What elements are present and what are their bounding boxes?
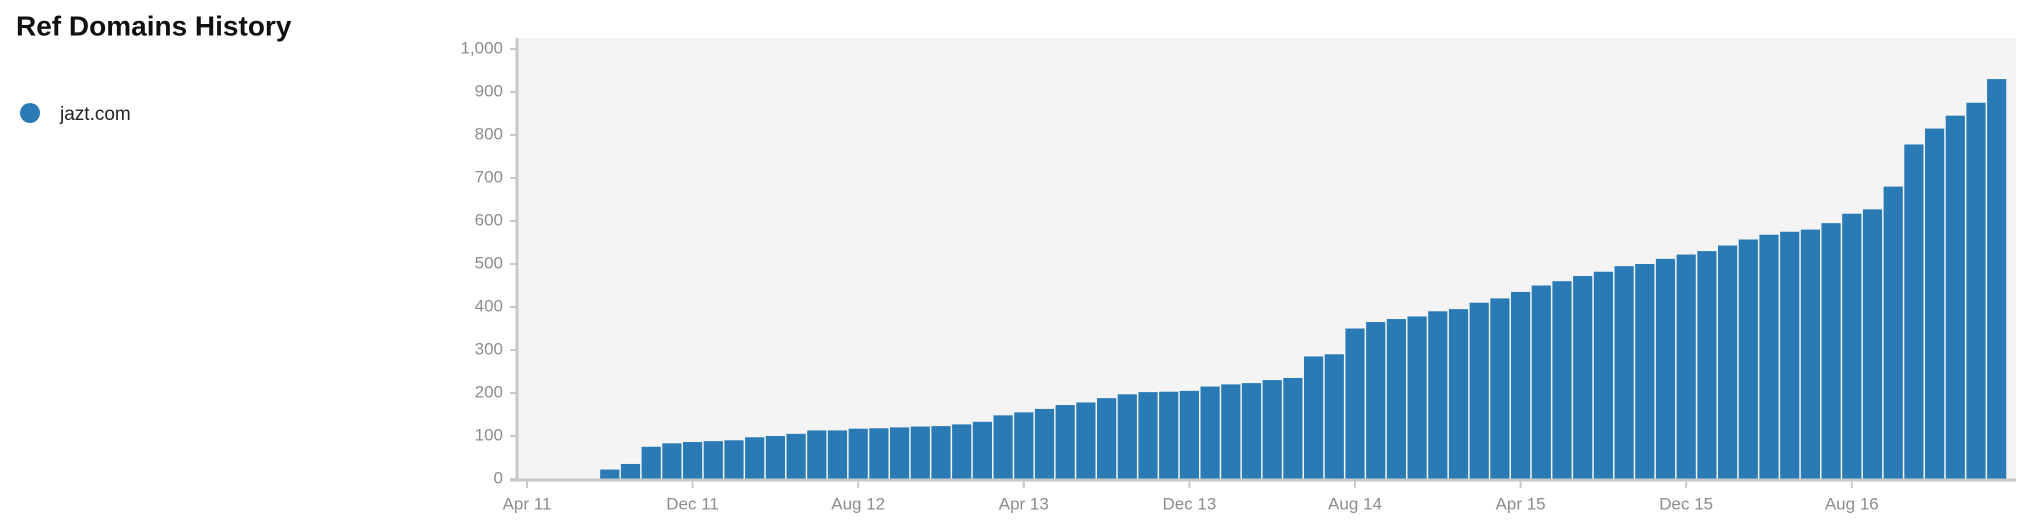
bar [1655, 258, 1676, 479]
y-tick-label: 100 [475, 425, 503, 444]
legend-label: jazt.com [59, 104, 131, 125]
bar [683, 442, 703, 479]
bar [1883, 186, 1903, 479]
bar [641, 446, 661, 479]
y-tick-label: 300 [475, 339, 503, 358]
bar [1987, 79, 2007, 479]
chart-title: Ref Domains History [16, 10, 292, 41]
bar [620, 463, 641, 479]
bar [931, 426, 951, 479]
bar [1552, 281, 1572, 479]
bar [1055, 405, 1075, 479]
y-tick-label: 1,000 [460, 38, 503, 57]
bar [1759, 234, 1779, 479]
bar [890, 427, 910, 479]
bar [1904, 144, 1924, 479]
bar [786, 433, 806, 479]
y-tick-label: 600 [475, 210, 503, 229]
bar [1304, 356, 1324, 479]
bar [1780, 231, 1800, 479]
bar [1697, 251, 1717, 479]
bar [745, 437, 765, 479]
y-tick-label: 400 [475, 296, 503, 315]
bar [952, 424, 972, 479]
bar [1862, 209, 1883, 479]
bar [1490, 298, 1510, 479]
x-tick-label: Apr 11 [503, 494, 552, 513]
bar [1800, 229, 1820, 479]
bar [972, 421, 992, 479]
bar [1821, 223, 1841, 479]
bar [1531, 285, 1551, 479]
bar [1676, 254, 1696, 479]
bar [910, 426, 930, 479]
bar [1386, 319, 1406, 479]
bar [1034, 408, 1055, 479]
bar [1945, 115, 1965, 480]
bar [807, 430, 827, 479]
bar [869, 428, 889, 479]
bar [1573, 276, 1593, 479]
x-tick-label: Aug 14 [1328, 494, 1382, 513]
bar [662, 443, 682, 479]
bar [848, 428, 868, 479]
y-tick-label: 800 [475, 124, 503, 143]
y-tick-label: 700 [475, 167, 503, 186]
bar [724, 440, 744, 479]
bar [1469, 302, 1489, 479]
bar [1635, 264, 1655, 479]
bar [1366, 322, 1386, 479]
x-tick-label: Apr 15 [1496, 494, 1546, 513]
bar [1614, 266, 1634, 479]
bar [1076, 402, 1096, 479]
legend-marker [20, 103, 40, 123]
bar [1407, 316, 1427, 479]
bar [1014, 412, 1034, 479]
bar [1718, 245, 1738, 479]
bar [827, 430, 848, 479]
bar [1738, 239, 1758, 479]
bar [703, 441, 723, 479]
bar [1117, 394, 1137, 479]
bar [765, 436, 785, 479]
y-tick-label: 900 [475, 81, 503, 100]
bar [1448, 309, 1469, 479]
bar [1842, 213, 1862, 479]
y-tick-label: 500 [475, 253, 503, 272]
bar [1428, 311, 1448, 479]
bar [1262, 380, 1282, 479]
bar [1593, 271, 1613, 479]
y-tick-label: 200 [475, 382, 503, 401]
bar [1221, 384, 1241, 479]
bar [993, 415, 1013, 479]
x-tick-label: Apr 13 [999, 494, 1049, 513]
bar [1179, 390, 1199, 479]
bar [1966, 102, 1986, 479]
x-tick-label: Aug 12 [831, 494, 885, 513]
bar [1511, 291, 1531, 479]
bar [1200, 386, 1220, 479]
bar [1159, 391, 1179, 479]
bar [1283, 377, 1303, 479]
bar [1324, 354, 1344, 479]
x-tick-label: Aug 16 [1825, 494, 1879, 513]
bar [1345, 328, 1365, 479]
y-tick-label: 0 [494, 468, 503, 487]
bar [600, 469, 620, 479]
bar [1138, 392, 1158, 479]
x-tick-label: Dec 11 [666, 494, 719, 513]
bar [1097, 398, 1117, 479]
x-tick-label: Dec 15 [1659, 494, 1713, 513]
x-tick-label: Dec 13 [1162, 494, 1216, 513]
bar [1925, 128, 1945, 480]
bar [1241, 383, 1262, 479]
